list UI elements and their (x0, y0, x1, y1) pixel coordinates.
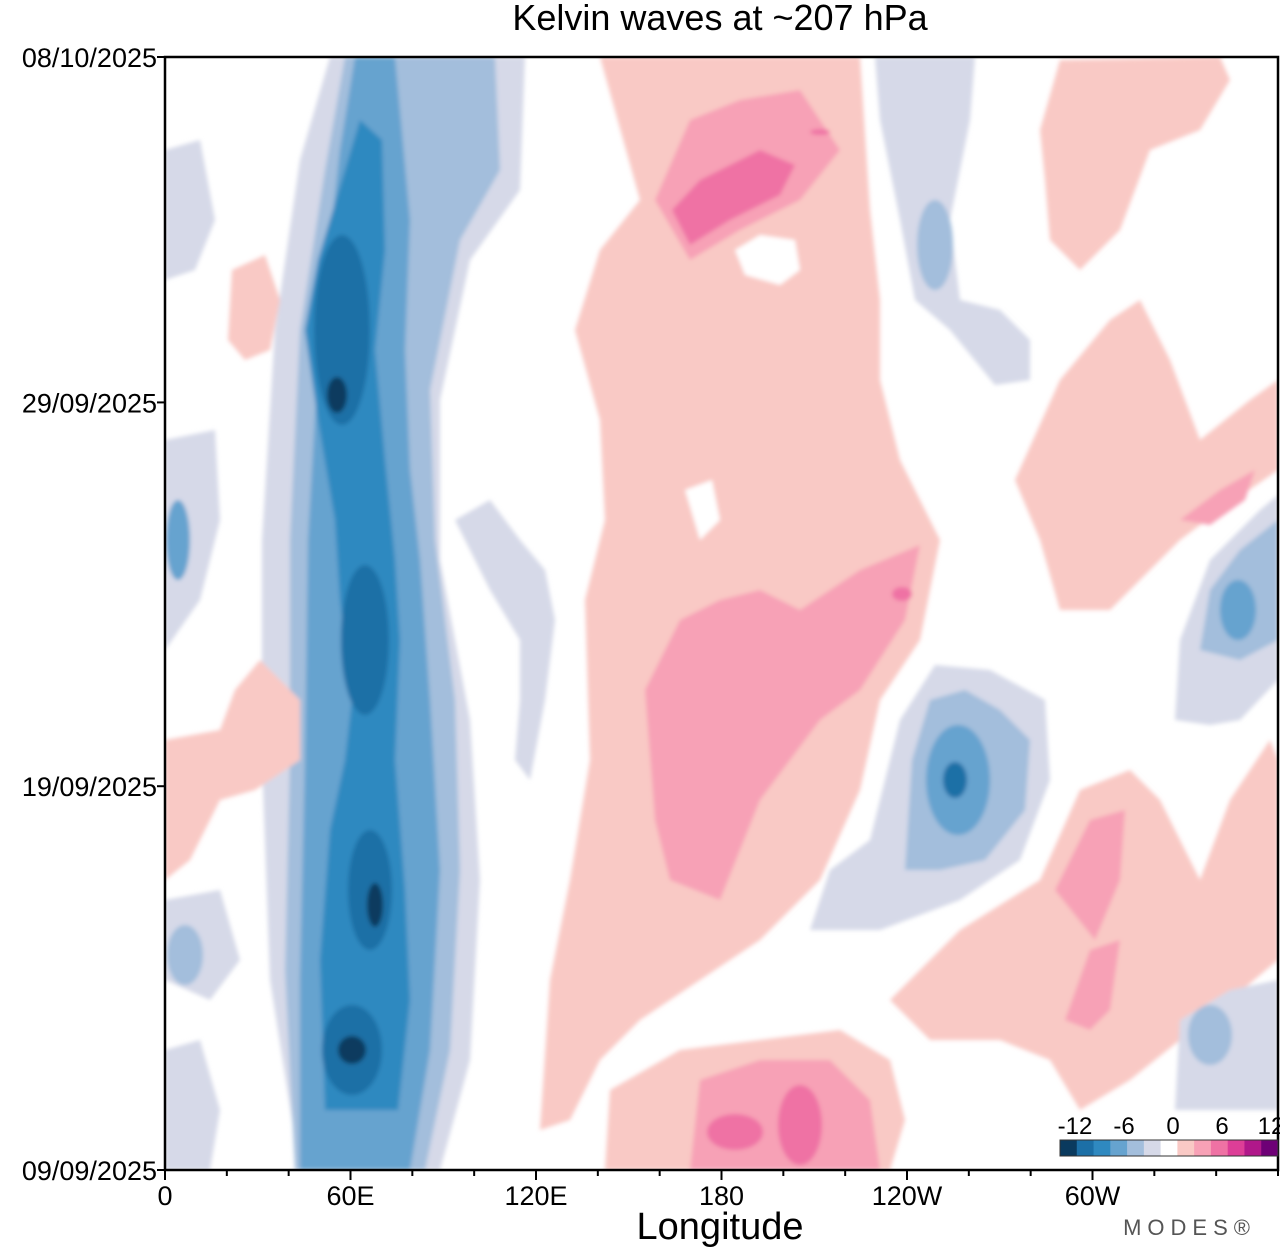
gap-white-1 (735, 235, 800, 285)
brand-logo: MODES® (1123, 1215, 1256, 1240)
gap-white-2 (685, 480, 720, 540)
atlantic-positive-upper-pink (1180, 470, 1255, 525)
colorbar-swatch (1093, 1140, 1111, 1156)
x-tick-label: 60E (326, 1181, 374, 1211)
colorbar-swatch (1194, 1140, 1212, 1156)
negative-peak-3 (338, 1036, 366, 1064)
colorbar-frame (1059, 1139, 1279, 1157)
x-tick-label: 180 (699, 1181, 744, 1211)
colorbar-swatch (1210, 1140, 1229, 1156)
west-edge-negative-top (165, 140, 215, 280)
negative-peak-2 (367, 883, 383, 927)
negative-peak-1 (327, 377, 347, 413)
colorbar-swatch (1261, 1140, 1279, 1156)
colorbar-swatch (1244, 1140, 1262, 1156)
x-axis: 0 60E 120E 180 120W 60W (157, 1170, 1279, 1211)
y-tick-label: 19/09/2025 (22, 772, 157, 802)
atlantic-positive-pink-2 (1065, 940, 1120, 1030)
x-tick-label: 120E (504, 1181, 567, 1211)
y-tick-label: 29/09/2025 (22, 388, 157, 418)
colorbar-swatch (1076, 1140, 1095, 1156)
west-edge-negative (165, 430, 220, 650)
colorbar-swatch (1110, 1140, 1128, 1156)
negative-core-2 (341, 565, 389, 715)
west-edge-negative-lower (165, 1040, 220, 1170)
atlantic-positive-top (1040, 57, 1230, 270)
colorbar-label: 6 (1215, 1113, 1228, 1140)
colorbar-label: 0 (1166, 1113, 1179, 1140)
positive-core-1 (672, 150, 795, 245)
atlantic-positive-upper (1015, 300, 1278, 610)
positive-region-pink-1 (645, 545, 920, 900)
west-edge-negative-dark (166, 500, 190, 580)
colorbar-swatch (1127, 1140, 1145, 1156)
colorbar-swatch (1143, 1140, 1162, 1156)
x-tick-label: 0 (157, 1181, 172, 1211)
y-axis: 09/09/2025 19/09/2025 29/09/2025 08/10/2025 (22, 43, 165, 1186)
east-edge-negative-dark (1220, 580, 1256, 640)
y-tick-label: 08/10/2025 (22, 43, 157, 73)
x-axis-label: Longitude (637, 1206, 804, 1248)
positive-core-2 (707, 1114, 763, 1150)
colorbar-label: -6 (1113, 1113, 1134, 1140)
colorbar-label: 12 (1258, 1113, 1280, 1140)
east-edge-negative-lower-blue (1188, 1005, 1232, 1065)
y-tick-label: 09/09/2025 (22, 1156, 157, 1186)
colorbar-swatch (1227, 1140, 1245, 1156)
central-negative-upper-blue (917, 200, 953, 290)
west-edge-positive (165, 660, 300, 880)
west-edge-negative-lower-blue (167, 925, 203, 985)
colorbar-swatch (1177, 1140, 1195, 1156)
colorbar-swatch (1160, 1140, 1178, 1156)
chart-title: Kelvin waves at ~207 hPa (512, 0, 928, 38)
atlantic-positive-pink (1055, 810, 1125, 940)
positive-region-main (540, 57, 940, 1130)
positive-core-3 (778, 1085, 822, 1165)
colorbar-swatch (1060, 1140, 1078, 1156)
positive-core-4 (892, 587, 912, 601)
east-pacific-negative-dark (943, 762, 967, 798)
positive-core-5 (810, 129, 830, 135)
west-edge-positive-top (228, 255, 280, 360)
colorbar-label: -12 (1058, 1113, 1093, 1140)
x-tick-label: 60W (1065, 1181, 1121, 1211)
central-negative-upper (875, 57, 1030, 385)
central-negative-middle (455, 500, 555, 780)
negative-core-1 (314, 235, 370, 425)
contour-field (165, 57, 1278, 1170)
x-tick-label: 120W (872, 1181, 943, 1211)
colorbar: -12 -6 0 6 12 (1058, 1113, 1280, 1157)
